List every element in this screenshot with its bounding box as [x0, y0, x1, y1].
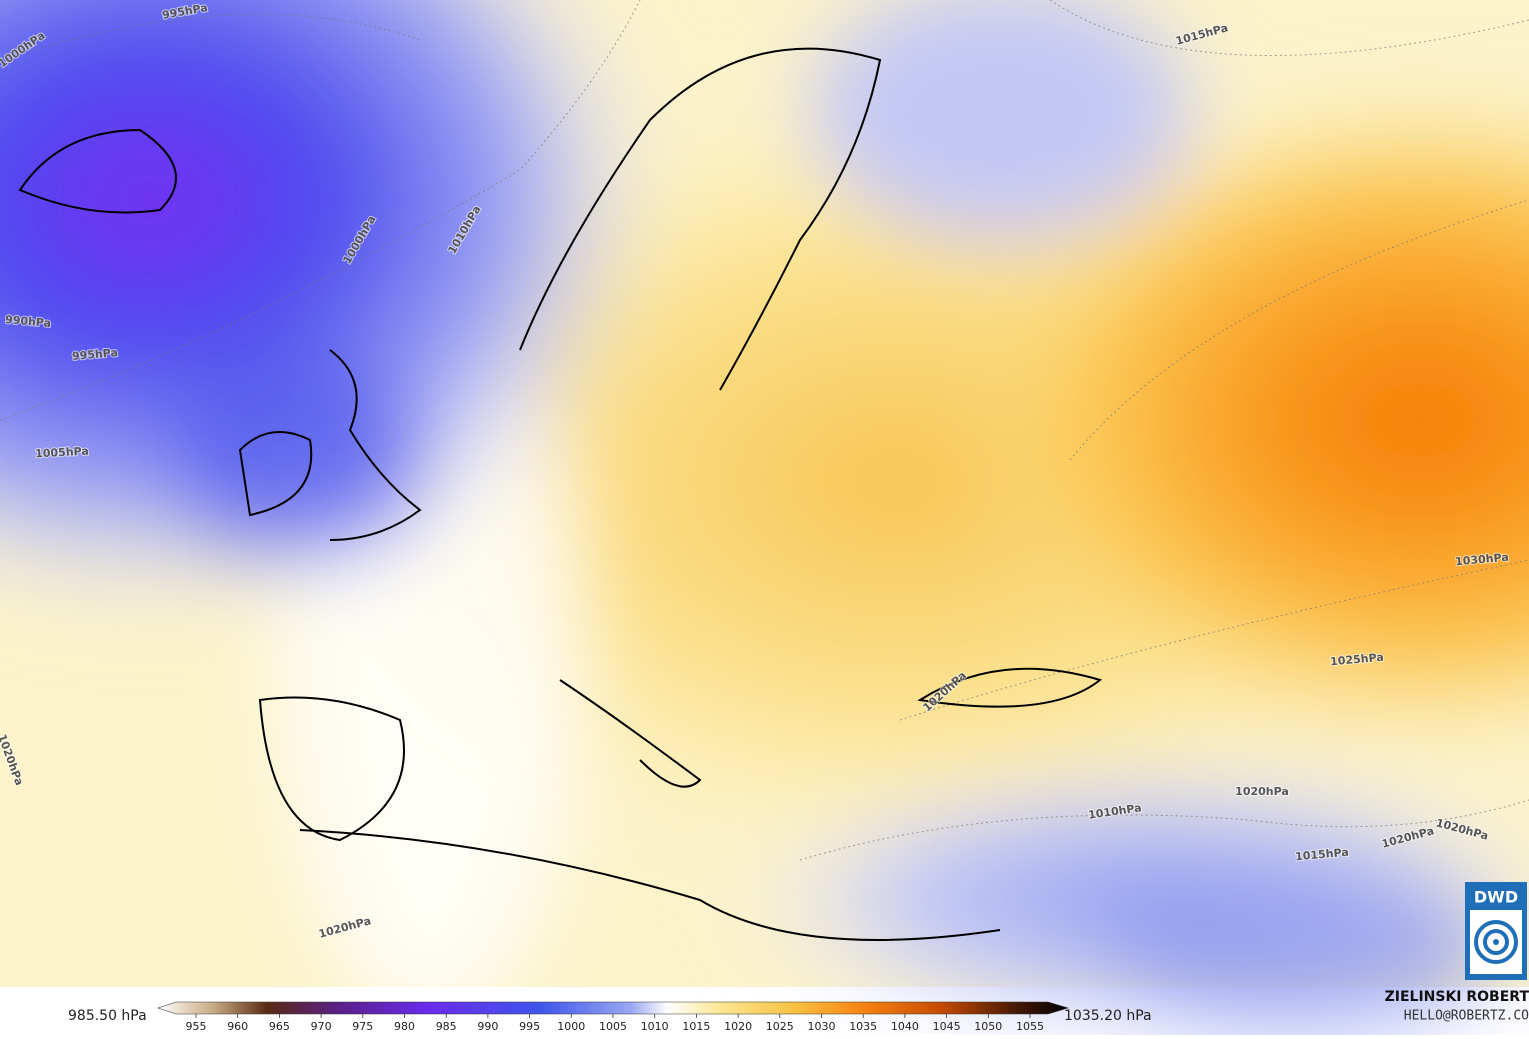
colorbar-gradient: [157, 1001, 1070, 1015]
colorbar-min-label: 985.50 hPa: [68, 1008, 147, 1024]
colorbar-tick-label: 960: [227, 1020, 248, 1033]
colorbar: 985.50 hPa 1035.20 hPa 955 960 965 970 975 98…: [68, 1001, 1152, 1033]
isobar-label: 1005hPa: [35, 445, 89, 461]
colorbar-tick-label: 1010: [641, 1020, 669, 1033]
logo-text: DWD: [1474, 888, 1518, 907]
isobar-label: 995hPa: [71, 346, 118, 363]
isobar-label: 990hPa: [5, 313, 52, 330]
colorbar-tick-label: 1005: [599, 1020, 627, 1033]
colorbar-tick-label: 1015: [682, 1020, 710, 1033]
colorbar-tick-label: 980: [394, 1020, 415, 1033]
colorbar-tick-label: 985: [436, 1020, 457, 1033]
author-credit: ZIELINSKI ROBERT: [1385, 989, 1529, 1005]
isobar-label: 1020hPa: [1235, 785, 1289, 798]
colorbar-tick-label: 1030: [808, 1020, 836, 1033]
colorbar-tick-label: 1035: [849, 1020, 877, 1033]
isobar-label: 1025hPa: [1330, 651, 1385, 669]
colorbar-tick-label: 1050: [974, 1020, 1002, 1033]
colorbar-tick-label: 955: [186, 1020, 207, 1033]
email-credit: HELLO@ROBERTZ.CO: [1404, 1009, 1529, 1024]
colorbar-max-label: 1035.20 hPa: [1064, 1008, 1152, 1024]
colorbar-tick-label: 1055: [1016, 1020, 1044, 1033]
colorbar-tick-label: 1040: [891, 1020, 919, 1033]
colorbar-tick-label: 990: [477, 1020, 498, 1033]
colorbar-tick-label: 975: [352, 1020, 373, 1033]
isobar-label: 1030hPa: [1455, 551, 1510, 569]
colorbar-tick-label: 1045: [933, 1020, 961, 1033]
colorbar-tick-label: 1000: [557, 1020, 585, 1033]
colorbar-tick-label: 995: [519, 1020, 540, 1033]
isobar-label: 1015hPa: [1295, 846, 1350, 864]
colorbar-tick-label: 1025: [766, 1020, 794, 1033]
colorbar-tick-label: 970: [311, 1020, 332, 1033]
colorbar-tick-label: 1020: [724, 1020, 752, 1033]
colorbar-tick-label: 965: [269, 1020, 290, 1033]
dwd-logo: DWD: [1465, 882, 1527, 980]
